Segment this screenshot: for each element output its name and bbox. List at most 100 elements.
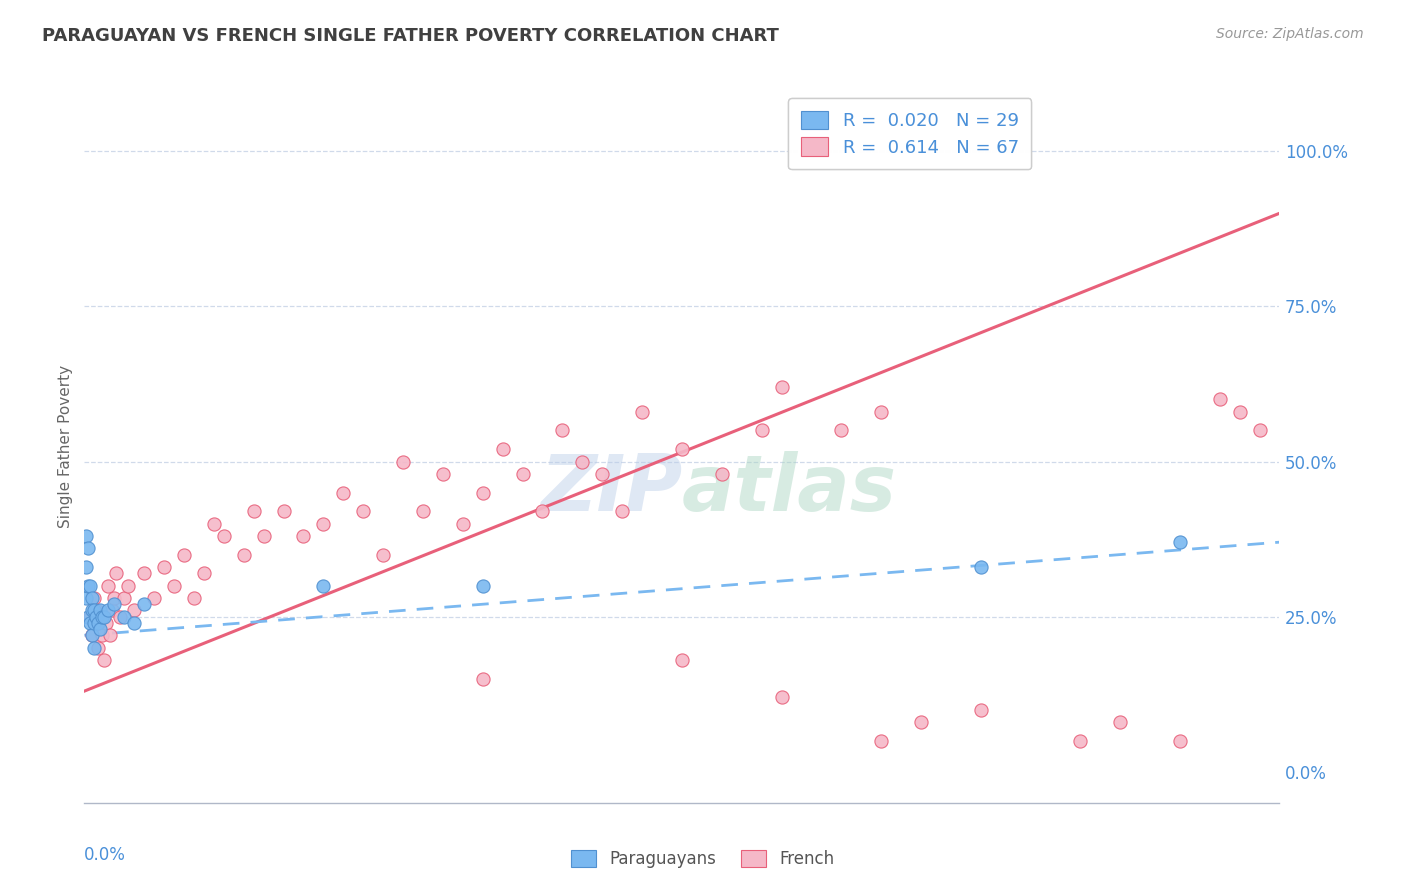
Point bbox=[82, 628, 104, 642]
Point bbox=[492, 442, 515, 456]
Point bbox=[551, 424, 574, 438]
Point bbox=[132, 597, 156, 611]
Point bbox=[110, 609, 132, 624]
Point bbox=[671, 442, 693, 456]
Point bbox=[112, 609, 135, 624]
Point bbox=[132, 566, 156, 581]
Point bbox=[122, 615, 145, 630]
Point bbox=[970, 560, 993, 574]
Point bbox=[86, 609, 108, 624]
Point bbox=[83, 591, 105, 605]
Point bbox=[1168, 535, 1191, 549]
Point bbox=[75, 591, 97, 605]
Point bbox=[79, 579, 101, 593]
Point bbox=[1168, 733, 1191, 747]
Point bbox=[1249, 424, 1271, 438]
Point bbox=[75, 529, 97, 543]
Point bbox=[1069, 733, 1091, 747]
Point bbox=[77, 609, 100, 624]
Text: ZIP: ZIP bbox=[540, 450, 682, 527]
Point bbox=[631, 405, 654, 419]
Point bbox=[432, 467, 454, 481]
Point bbox=[451, 516, 474, 531]
Point bbox=[273, 504, 295, 518]
Point bbox=[98, 628, 121, 642]
Point bbox=[910, 715, 932, 730]
Point bbox=[101, 603, 124, 617]
Point bbox=[83, 640, 105, 655]
Point bbox=[392, 454, 415, 468]
Point bbox=[1109, 715, 1132, 730]
Point bbox=[1208, 392, 1232, 407]
Point bbox=[87, 615, 110, 630]
Point bbox=[770, 690, 793, 705]
Point bbox=[471, 579, 494, 593]
Point bbox=[332, 485, 354, 500]
Point bbox=[77, 541, 100, 556]
Point bbox=[82, 591, 104, 605]
Point bbox=[117, 579, 139, 593]
Point bbox=[193, 566, 215, 581]
Point bbox=[202, 516, 225, 531]
Text: atlas: atlas bbox=[682, 450, 897, 527]
Point bbox=[75, 560, 97, 574]
Point bbox=[212, 529, 235, 543]
Point bbox=[79, 615, 101, 630]
Point bbox=[103, 591, 125, 605]
Point bbox=[79, 609, 101, 624]
Point bbox=[83, 603, 105, 617]
Point bbox=[571, 454, 593, 468]
Point bbox=[97, 603, 120, 617]
Point bbox=[830, 424, 852, 438]
Point bbox=[93, 609, 115, 624]
Point bbox=[153, 560, 176, 574]
Point bbox=[143, 591, 166, 605]
Point bbox=[471, 672, 494, 686]
Text: 0.0%: 0.0% bbox=[84, 846, 127, 863]
Point bbox=[312, 579, 335, 593]
Point bbox=[89, 603, 111, 617]
Point bbox=[122, 603, 145, 617]
Point bbox=[86, 603, 108, 617]
Legend: Paraguayans, French: Paraguayans, French bbox=[564, 843, 842, 875]
Point bbox=[312, 516, 335, 531]
Point bbox=[371, 548, 394, 562]
Point bbox=[112, 591, 135, 605]
Point bbox=[751, 424, 773, 438]
Y-axis label: Single Father Poverty: Single Father Poverty bbox=[58, 365, 73, 527]
Point bbox=[105, 566, 128, 581]
Text: PARAGUAYAN VS FRENCH SINGLE FATHER POVERTY CORRELATION CHART: PARAGUAYAN VS FRENCH SINGLE FATHER POVER… bbox=[42, 27, 779, 45]
Point bbox=[591, 467, 613, 481]
Point bbox=[412, 504, 434, 518]
Point bbox=[91, 628, 114, 642]
Point bbox=[87, 640, 110, 655]
Text: Source: ZipAtlas.com: Source: ZipAtlas.com bbox=[1216, 27, 1364, 41]
Point bbox=[352, 504, 374, 518]
Point bbox=[89, 609, 111, 624]
Point bbox=[97, 579, 120, 593]
Point bbox=[770, 380, 793, 394]
Point bbox=[103, 597, 125, 611]
Point bbox=[82, 628, 104, 642]
Point bbox=[671, 653, 693, 667]
Point bbox=[91, 609, 114, 624]
Point bbox=[183, 591, 205, 605]
Legend: R =  0.020   N = 29, R =  0.614   N = 67: R = 0.020 N = 29, R = 0.614 N = 67 bbox=[789, 98, 1032, 169]
Point bbox=[531, 504, 554, 518]
Point bbox=[253, 529, 276, 543]
Point bbox=[610, 504, 633, 518]
Point bbox=[512, 467, 534, 481]
Point bbox=[232, 548, 254, 562]
Point bbox=[89, 622, 111, 636]
Point bbox=[870, 733, 893, 747]
Point bbox=[93, 653, 115, 667]
Point bbox=[710, 467, 733, 481]
Point bbox=[77, 579, 100, 593]
Point bbox=[83, 615, 105, 630]
Point bbox=[96, 615, 118, 630]
Point bbox=[292, 529, 315, 543]
Point bbox=[1229, 405, 1251, 419]
Point bbox=[82, 603, 104, 617]
Point bbox=[870, 405, 893, 419]
Point bbox=[471, 485, 494, 500]
